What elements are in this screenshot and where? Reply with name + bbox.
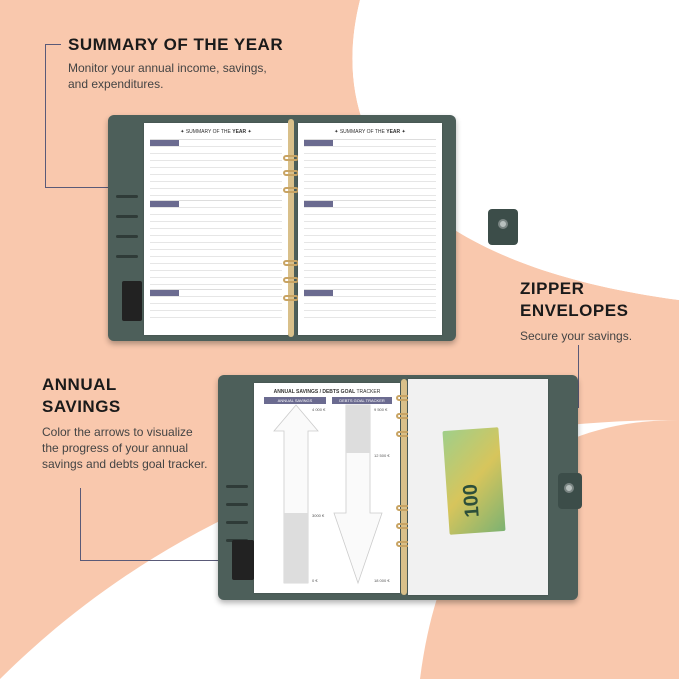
section-desc-savings: Color the arrows to visualize the progre…	[42, 425, 208, 471]
section-title-savings: ANNUAL SAVINGS	[42, 375, 121, 416]
section-title-zipper: ZIPPER ENVELOPES	[520, 279, 629, 320]
snap-button[interactable]	[564, 483, 574, 493]
tracker-page: ANNUAL SAVINGS / DEBTS GOAL TRACKER ANNU…	[254, 383, 400, 593]
connector-line	[80, 560, 260, 561]
summary-page-right: ✦ SUMMARY OF THE YEAR ✦	[298, 123, 442, 335]
card-pocket	[232, 540, 254, 580]
banknote: 100	[442, 427, 506, 535]
section-desc-zipper: Secure your savings.	[520, 329, 633, 343]
connector-line	[80, 488, 81, 560]
connector-line	[45, 44, 46, 187]
annual-savings-header: ANNUAL SAVINGS	[264, 397, 326, 404]
goal-arrows	[273, 404, 383, 585]
binder-top: ✦ SUMMARY OF THE YEAR ✦ ✦ SUMMARY OF THE…	[108, 115, 518, 341]
binder-bottom: ANNUAL SAVINGS / DEBTS GOAL TRACKER ANNU…	[218, 375, 582, 600]
card-pocket	[122, 281, 142, 321]
connector-line	[578, 345, 579, 407]
connector-line	[45, 187, 147, 188]
zipper-envelope[interactable]: 100	[408, 379, 548, 595]
debts-goal-header: DEBTS GOAL TRACKER	[332, 397, 392, 404]
section-desc-summary: Monitor your annual income, savings, and…	[68, 61, 267, 91]
summary-page-left: ✦ SUMMARY OF THE YEAR ✦	[144, 123, 288, 335]
section-title-summary: SUMMARY OF THE YEAR	[68, 35, 284, 54]
connector-line	[45, 44, 61, 45]
debt-fill	[346, 405, 370, 453]
snap-button[interactable]	[498, 219, 508, 229]
savings-fill	[284, 513, 308, 583]
